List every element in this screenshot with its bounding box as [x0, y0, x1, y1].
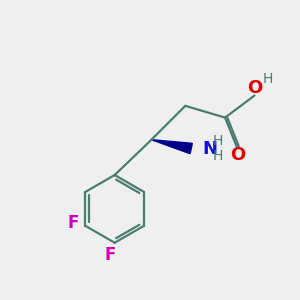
Text: O: O [230, 146, 245, 164]
Text: F: F [105, 246, 116, 264]
Text: H: H [262, 72, 273, 86]
Text: H: H [212, 149, 223, 163]
Text: H: H [212, 134, 223, 148]
Text: F: F [67, 214, 79, 232]
Polygon shape [152, 140, 192, 154]
Text: N: N [202, 140, 217, 158]
Text: O: O [247, 79, 262, 97]
